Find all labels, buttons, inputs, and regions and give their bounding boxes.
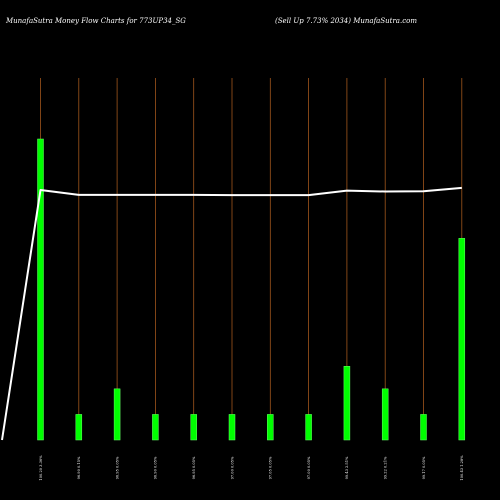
vertical-gridlines	[40, 78, 463, 440]
bar	[458, 238, 466, 441]
tick-label: 97.00 0.05%	[230, 456, 234, 479]
bar	[305, 414, 312, 441]
tick-label: 99.17 0.05%	[422, 456, 426, 479]
tick-label: 100.20 3.36%	[39, 455, 43, 481]
tick-label: 97.00 0.05%	[307, 456, 311, 479]
bar	[381, 388, 389, 441]
bar	[190, 414, 197, 441]
tick-label: 99.22 0.21%	[384, 456, 388, 479]
tick-label: 100.43 1.28%	[460, 455, 464, 481]
tick-label: 96.95 0.05%	[115, 456, 119, 479]
tick-label: 96.90 0.05%	[154, 456, 158, 479]
bar	[75, 414, 83, 441]
tick-label: 96.90 0.15%	[77, 456, 81, 479]
tick-label: 97.05 0.05%	[269, 456, 273, 479]
chart-title-left: MunafaSutra Money Flow Charts for 773UP3…	[5, 17, 186, 25]
bar	[113, 388, 121, 441]
tick-label: 99.43 2.51%	[345, 456, 349, 479]
money-flow-line	[1, 186, 462, 441]
tick-label: 96.95 0.05%	[192, 456, 196, 479]
line-series	[1, 186, 462, 441]
bar	[37, 138, 44, 441]
bar-series	[37, 138, 466, 441]
bar	[228, 414, 236, 441]
chart-title-right: (Sell Up 7.73% 2034) MunafaSutra.com	[275, 17, 417, 25]
bar	[420, 414, 427, 441]
x-tick-labels: 100.20 3.36% 96.90 0.15% 96.95 0.05% 96.90 …	[39, 455, 464, 481]
bar	[267, 414, 274, 441]
bar	[343, 366, 351, 441]
bar	[152, 414, 159, 441]
